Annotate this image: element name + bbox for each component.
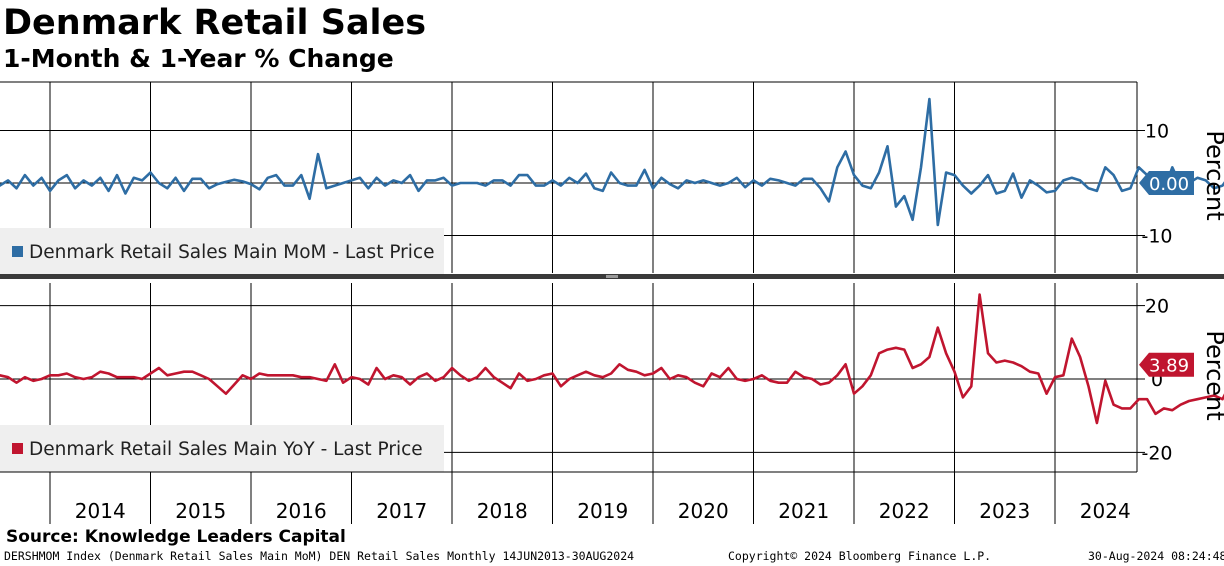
footer-index-info: DERSHMOM Index (Denmark Retail Sales Mai… bbox=[4, 549, 635, 563]
x-tick-label: 2022 bbox=[879, 499, 930, 523]
last-value-label: 0.00 bbox=[1149, 174, 1189, 195]
y-axis-title: Percent bbox=[1201, 130, 1224, 220]
x-tick-label: 2023 bbox=[979, 499, 1030, 523]
last-value-tag bbox=[1139, 171, 1194, 195]
y-tick-label: 20 bbox=[1145, 296, 1169, 318]
legend-box bbox=[0, 425, 444, 472]
x-tick-label: 2016 bbox=[276, 499, 327, 523]
x-tick-label: 2019 bbox=[577, 499, 628, 523]
x-tick-label: 2015 bbox=[175, 499, 226, 523]
footer-copyright: Copyright© 2024 Bloomberg Finance L.P. bbox=[728, 549, 992, 563]
y-axis-title: Percent bbox=[1201, 330, 1224, 420]
legend-label: Denmark Retail Sales Main YoY - Last Pri… bbox=[29, 439, 423, 460]
source-note: Source: Knowledge Leaders Capital bbox=[6, 527, 346, 547]
x-tick-label: 2018 bbox=[477, 499, 528, 523]
divider-handle bbox=[606, 275, 618, 278]
series-line-mom bbox=[0, 97, 1224, 227]
legend-box bbox=[0, 228, 444, 275]
last-value-tag bbox=[1139, 352, 1194, 377]
y-tick-label: 10 bbox=[1145, 121, 1169, 143]
legend-swatch bbox=[12, 443, 23, 454]
x-tick-label: 2021 bbox=[778, 499, 829, 523]
series-line-yoy bbox=[0, 293, 1224, 425]
footer-timestamp: 30-Aug-2024 08:24:48 bbox=[1088, 549, 1224, 563]
chart-title: Denmark Retail Sales bbox=[3, 3, 427, 43]
legend-swatch bbox=[12, 246, 23, 257]
x-tick-label: 2020 bbox=[678, 499, 729, 523]
x-tick-label: 2024 bbox=[1080, 499, 1131, 523]
legend-label: Denmark Retail Sales Main MoM - Last Pri… bbox=[29, 242, 434, 263]
chart-subtitle: 1-Month & 1-Year % Change bbox=[3, 44, 394, 73]
y-tick-label: -10 bbox=[1141, 226, 1172, 248]
x-tick-label: 2014 bbox=[75, 499, 126, 523]
y-tick-label: -20 bbox=[1141, 442, 1172, 464]
last-value-label: 3.89 bbox=[1149, 356, 1189, 377]
x-tick-label: 2017 bbox=[376, 499, 427, 523]
